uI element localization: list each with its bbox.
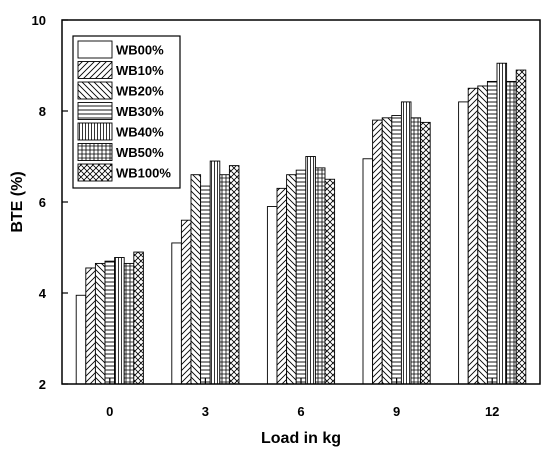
bar-wb100pct-load-12 bbox=[515, 69, 527, 385]
legend-swatch bbox=[77, 40, 113, 59]
bar-wb10pct-load-0 bbox=[85, 267, 96, 385]
bar-wb50pct-load-12 bbox=[506, 80, 517, 385]
bar-wb00pct-load-0 bbox=[75, 294, 87, 385]
bar-wb20pct-load-9 bbox=[381, 117, 393, 385]
legend-label: WB10% bbox=[116, 63, 164, 78]
bar-wb30pct-load-0 bbox=[104, 260, 116, 385]
y-tick-label: 4 bbox=[39, 286, 47, 301]
y-tick-label: 8 bbox=[39, 104, 46, 119]
bar-wb40pct-load-3 bbox=[209, 160, 221, 385]
bar-wb50pct-load-6 bbox=[314, 167, 326, 385]
bar-wb20pct-load-0 bbox=[94, 262, 106, 385]
bar-wb00pct-load-6 bbox=[266, 206, 278, 385]
bar-wb20pct-load-3 bbox=[190, 174, 202, 385]
x-tick-label: 6 bbox=[297, 404, 304, 419]
bar-wb00pct-load-3 bbox=[171, 242, 182, 385]
bar-wb10pct-load-3 bbox=[180, 219, 192, 385]
y-tick-label: 10 bbox=[32, 13, 46, 28]
bar-wb00pct-load-9 bbox=[362, 158, 374, 385]
bar-wb10pct-load-9 bbox=[372, 119, 383, 385]
x-tick-label: 0 bbox=[106, 404, 113, 419]
bar-wb40pct-load-12 bbox=[496, 62, 508, 385]
bar-wb30pct-load-9 bbox=[391, 115, 402, 385]
legend-swatch bbox=[77, 122, 113, 141]
bar-wb100pct-load-6 bbox=[324, 178, 336, 385]
legend-label: WB40% bbox=[116, 125, 164, 140]
bar-wb50pct-load-3 bbox=[219, 174, 230, 385]
legend-label: WB50% bbox=[116, 145, 164, 160]
legend-swatch bbox=[77, 61, 113, 79]
legend-label: WB00% bbox=[116, 43, 164, 58]
y-axis-label: BTE (%) bbox=[9, 171, 26, 232]
y-tick-label: 2 bbox=[39, 377, 46, 392]
bar-wb40pct-load-9 bbox=[400, 101, 412, 385]
bar-wb40pct-load-6 bbox=[305, 156, 316, 385]
legend-swatch bbox=[77, 102, 113, 120]
bar-wb100pct-load-9 bbox=[420, 121, 431, 385]
bar-wb10pct-load-6 bbox=[276, 187, 288, 385]
legend-label: WB20% bbox=[116, 84, 164, 99]
legend-swatch bbox=[77, 143, 113, 161]
x-tick-label: 9 bbox=[393, 404, 400, 419]
bar-wb50pct-load-0 bbox=[123, 262, 135, 385]
bar-wb00pct-load-12 bbox=[458, 101, 469, 385]
y-tick-label: 6 bbox=[39, 195, 46, 210]
legend-label: WB100% bbox=[116, 166, 171, 181]
bars-layer bbox=[75, 62, 527, 385]
bar-wb40pct-load-0 bbox=[114, 257, 125, 385]
bar-wb30pct-load-3 bbox=[200, 185, 211, 385]
legend: WB00% WB10% WB20% WB30% WB40% WB50% WB100% bbox=[72, 35, 181, 189]
bar-wb10pct-load-12 bbox=[467, 87, 479, 385]
bar-wb100pct-load-3 bbox=[228, 165, 240, 385]
x-axis-ticks: 0 3 6 9 12 bbox=[106, 378, 499, 419]
bar-wb30pct-load-6 bbox=[295, 169, 307, 385]
bar-wb50pct-load-9 bbox=[410, 117, 422, 385]
x-tick-label: 3 bbox=[202, 404, 209, 419]
x-axis-label: Load in kg bbox=[261, 430, 341, 447]
legend-swatch bbox=[77, 81, 113, 100]
legend-swatch bbox=[77, 163, 113, 182]
x-tick-label: 12 bbox=[485, 404, 499, 419]
bar-wb30pct-load-12 bbox=[486, 80, 498, 385]
bar-wb100pct-load-0 bbox=[133, 251, 144, 385]
bar-wb20pct-load-12 bbox=[477, 85, 488, 385]
y-axis-ticks: 2 4 6 8 10 bbox=[32, 13, 68, 392]
legend-label: WB30% bbox=[116, 104, 164, 119]
bar-wb20pct-load-6 bbox=[286, 174, 297, 385]
